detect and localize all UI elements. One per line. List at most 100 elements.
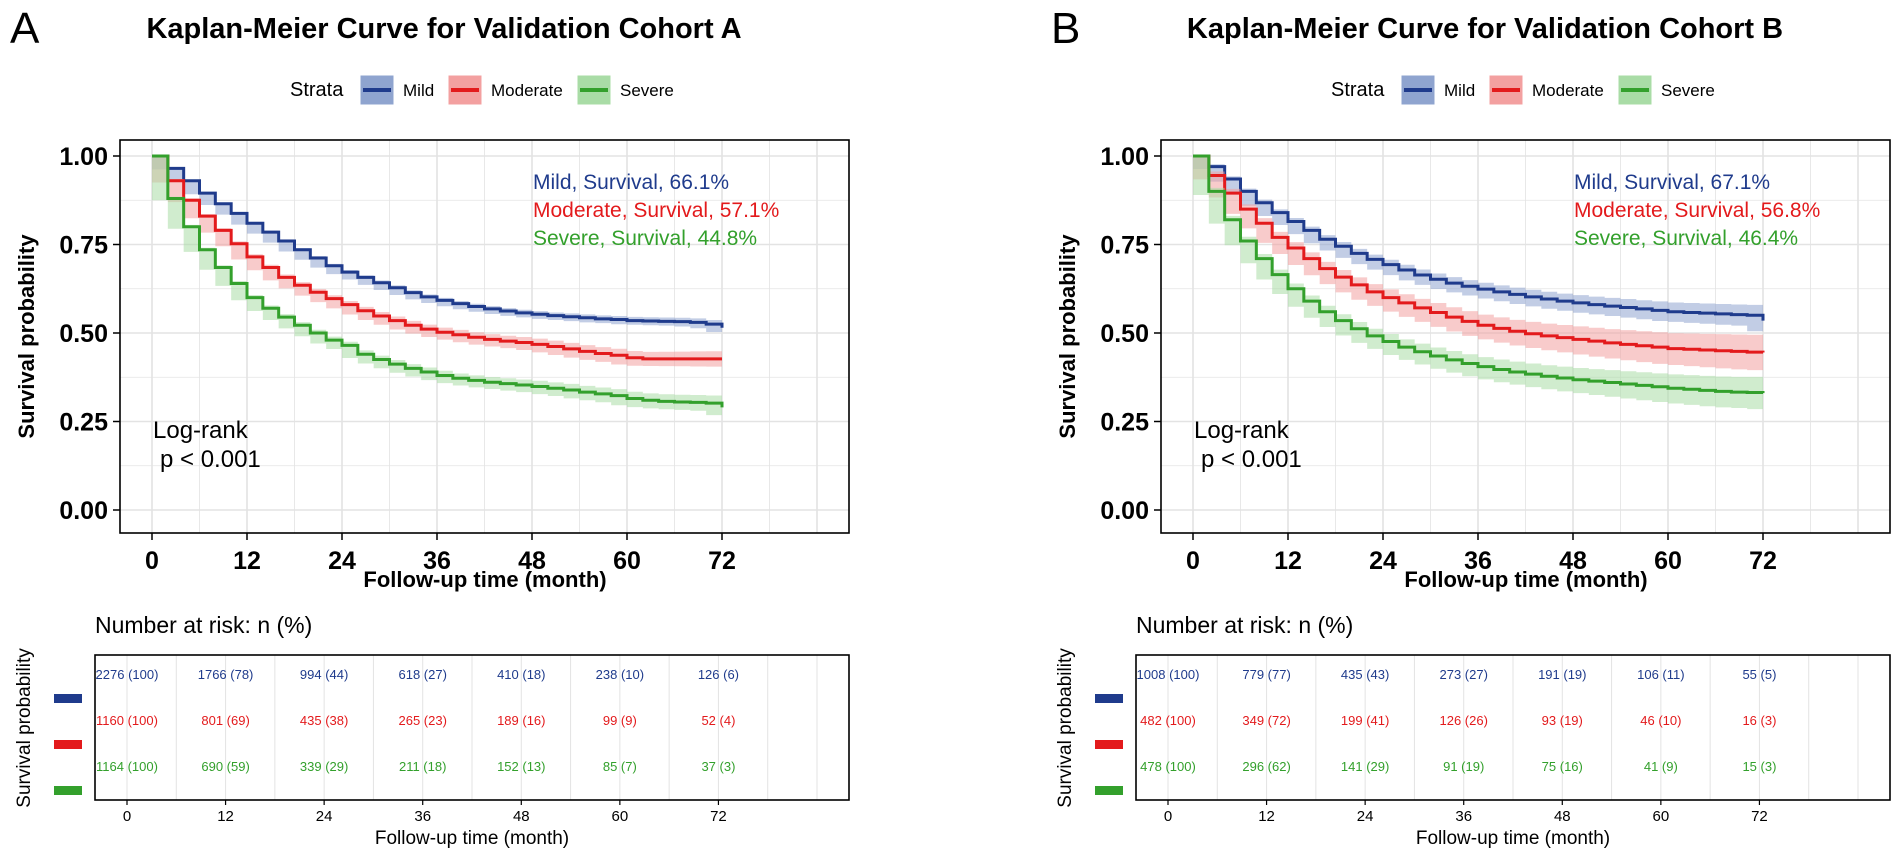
risk-x-tick-label: 24 [316, 808, 333, 825]
legend-label-mild: Mild [1444, 81, 1475, 100]
risk-cell: 1766 (78) [198, 667, 254, 682]
risk-table: Number at risk: n (%) 1008 (100) 779 (77) 4… [1055, 612, 1891, 849]
risk-cell: 690 (59) [201, 759, 249, 774]
x-tick-label: 36 [1464, 547, 1492, 575]
y-axis-label: Survival probability [1055, 234, 1080, 439]
risk-cell: 296 (62) [1242, 759, 1290, 774]
risk-row-key-mild [1095, 694, 1123, 703]
risk-x-tick-label: 60 [1653, 808, 1670, 825]
risk-cell: 1160 (100) [96, 713, 158, 728]
risk-table: Number at risk: n (%) 2276 (100) 1766 (78)… [14, 612, 850, 849]
survival-annotation: Mild, Survival, 67.1% [1574, 171, 1770, 194]
legend-label-mild: Mild [403, 81, 434, 100]
survival-curve-moderate [152, 154, 722, 361]
plot-frame [119, 139, 850, 534]
risk-x-tick-label: 36 [1455, 808, 1472, 825]
risk-cell: 106 (11) [1637, 667, 1684, 682]
risk-cell: 141 (29) [1341, 759, 1389, 774]
panel-a: A Kaplan-Meier Curve for Validation Cohor… [10, 4, 850, 849]
risk-cell: 85 (7) [603, 759, 637, 774]
risk-x-tick-label: 0 [123, 808, 131, 825]
y-tick-label: 0.00 [1100, 497, 1149, 525]
series-severe [1193, 154, 1765, 410]
plot-frame [1160, 139, 1891, 534]
x-tick-label: 48 [1559, 547, 1587, 575]
x-tick-label: 60 [1654, 547, 1682, 575]
risk-x-tick-label: 72 [710, 808, 727, 825]
risk-cell: 93 (19) [1542, 713, 1583, 728]
risk-cell: 435 (38) [300, 713, 348, 728]
legend-label-moderate: Moderate [491, 81, 563, 100]
y-tick-label: 1.00 [59, 143, 108, 171]
risk-row-key-severe [54, 786, 82, 795]
x-tick-label: 0 [1186, 547, 1200, 575]
survival-annotation: Severe, Survival, 44.8% [533, 227, 757, 250]
risk-cell: 46 (10) [1640, 713, 1681, 728]
risk-cell: 152 (13) [497, 759, 545, 774]
series-moderate [1193, 154, 1765, 371]
y-tick-label: 0.50 [59, 320, 108, 348]
risk-cell: 1008 (100) [1137, 667, 1200, 682]
survival-curve-mild [152, 154, 724, 328]
risk-x-tick-label: 36 [414, 808, 431, 825]
panel-letter: A [10, 4, 40, 53]
risk-cell: 15 (3) [1742, 759, 1776, 774]
x-tick-label: 72 [1749, 547, 1777, 575]
risk-row-key-moderate [54, 740, 82, 749]
x-tick-label: 60 [613, 547, 641, 575]
risk-x-tick-label: 0 [1164, 808, 1172, 825]
risk-cell: 618 (27) [399, 667, 447, 682]
risk-cell: 52 (4) [701, 713, 735, 728]
risk-cell: 482 (100) [1140, 713, 1196, 728]
risk-cell: 37 (3) [701, 759, 735, 774]
panel-letter: B [1051, 4, 1080, 53]
legend: Strata Mild Moderate Severe [290, 75, 674, 105]
y-tick-label: 0.00 [59, 497, 108, 525]
logrank-pvalue: p < 0.001 [160, 446, 261, 473]
risk-x-tick-label: 48 [1554, 808, 1571, 825]
logrank-label: Log-rank [1194, 417, 1290, 444]
series-mild [152, 154, 724, 332]
risk-cell: 339 (29) [300, 759, 348, 774]
risk-table-title: Number at risk: n (%) [95, 612, 312, 638]
risk-cell: 994 (44) [300, 667, 348, 682]
survival-curve-moderate [1193, 154, 1765, 354]
series-moderate [152, 154, 722, 367]
y-tick-label: 0.25 [59, 409, 108, 437]
y-tick-label: 0.50 [1100, 320, 1149, 348]
risk-table-title: Number at risk: n (%) [1136, 612, 1353, 638]
legend-title: Strata [1331, 79, 1385, 101]
risk-x-tick-label: 12 [217, 808, 234, 825]
legend-label-moderate: Moderate [1532, 81, 1604, 100]
risk-table-frame [1135, 654, 1891, 801]
survival-curve-mild [1193, 154, 1765, 321]
logrank-pvalue: p < 0.001 [1201, 446, 1302, 473]
ci-band-severe [1193, 156, 1763, 410]
risk-cell: 126 (6) [698, 667, 739, 682]
risk-cell: 191 (19) [1538, 667, 1586, 682]
risk-x-tick-label: 24 [1357, 808, 1374, 825]
risk-cell: 55 (5) [1742, 667, 1776, 682]
risk-row-key-moderate [1095, 740, 1123, 749]
y-tick-label: 1.00 [1100, 143, 1149, 171]
risk-cell: 189 (16) [497, 713, 545, 728]
risk-cell: 410 (18) [497, 667, 545, 682]
risk-x-tick-label: 72 [1751, 808, 1768, 825]
series-severe [152, 154, 724, 416]
survival-curve-severe [152, 154, 724, 408]
x-tick-label: 24 [328, 547, 356, 575]
x-axis-label: Follow-up time (month) [363, 567, 606, 592]
chart-title: Kaplan-Meier Curve for Validation Cohort… [1187, 13, 1783, 45]
risk-cell: 801 (69) [201, 713, 249, 728]
risk-row-key-mild [54, 694, 82, 703]
legend-label-severe: Severe [1661, 81, 1715, 100]
survival-annotation: Mild, Survival, 66.1% [533, 171, 729, 194]
panel-b: B Kaplan-Meier Curve for Validation Cohor… [1051, 4, 1891, 849]
legend: Strata Mild Moderate Severe [1331, 75, 1715, 105]
legend-title: Strata [290, 79, 344, 101]
risk-cell: 75 (16) [1542, 759, 1583, 774]
risk-x-axis-label: Follow-up time (month) [1416, 828, 1610, 849]
y-tick-label: 0.75 [59, 232, 108, 260]
risk-y-axis-label: Survival probability [14, 648, 35, 808]
